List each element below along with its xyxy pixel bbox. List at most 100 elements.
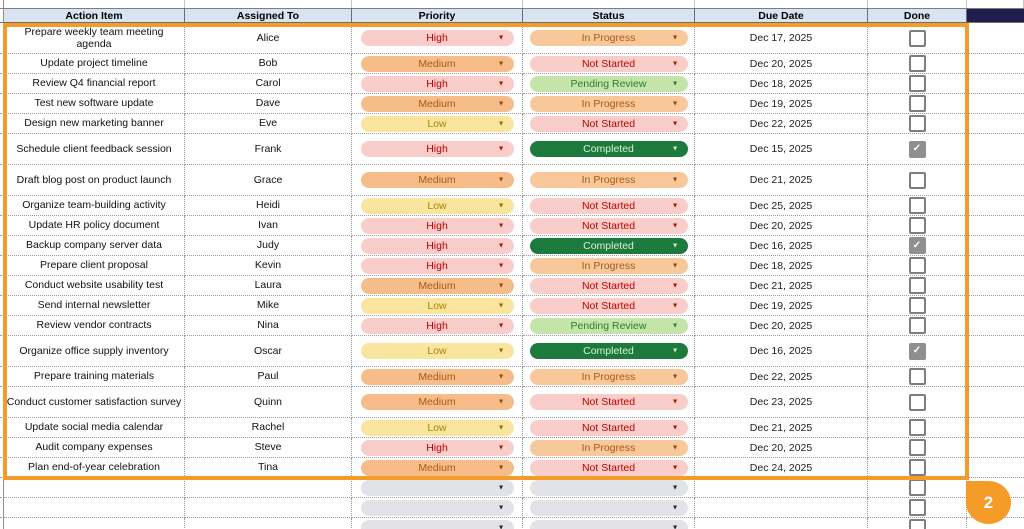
- done-checkbox[interactable]: [908, 29, 926, 47]
- outside-cell[interactable]: [967, 336, 1024, 367]
- assigned-to-cell[interactable]: Oscar: [185, 336, 352, 367]
- outside-cell[interactable]: [967, 23, 1024, 54]
- assigned-to-cell[interactable]: Nina: [185, 316, 352, 336]
- done-checkbox[interactable]: [908, 297, 926, 314]
- due-date-cell[interactable]: Dec 21, 2025: [695, 276, 868, 296]
- done-cell[interactable]: ✓: [868, 336, 967, 367]
- priority-dropdown[interactable]: Medium ▼: [360, 277, 514, 294]
- done-checkbox[interactable]: ✓: [908, 237, 926, 254]
- done-cell[interactable]: [868, 296, 967, 316]
- done-checkbox[interactable]: ✓: [908, 342, 926, 360]
- status-cell[interactable]: ▼: [523, 498, 695, 518]
- done-cell[interactable]: [868, 54, 967, 74]
- top-cell[interactable]: [523, 0, 695, 8]
- done-cell[interactable]: [868, 498, 967, 518]
- action-item-cell[interactable]: Update HR policy document: [4, 216, 185, 236]
- done-checkbox[interactable]: [908, 55, 926, 72]
- done-cell[interactable]: [868, 518, 967, 529]
- due-date-cell[interactable]: Dec 19, 2025: [695, 94, 868, 114]
- status-dropdown[interactable]: Not Started ▼: [529, 55, 688, 72]
- priority-cell[interactable]: Low ▼: [352, 336, 523, 367]
- priority-dropdown[interactable]: High ▼: [360, 30, 514, 46]
- status-cell[interactable]: Completed ▼: [523, 336, 695, 367]
- status-dropdown[interactable]: Not Started ▼: [529, 459, 688, 476]
- priority-dropdown[interactable]: Low ▼: [360, 197, 514, 214]
- step-marker-badge[interactable]: 2: [966, 481, 1011, 524]
- priority-dropdown[interactable]: ▼: [360, 519, 514, 529]
- done-cell[interactable]: [868, 316, 967, 336]
- priority-dropdown[interactable]: Low ▼: [360, 297, 514, 314]
- done-checkbox[interactable]: [908, 479, 926, 496]
- priority-dropdown[interactable]: Low ▼: [360, 343, 514, 359]
- priority-dropdown[interactable]: Medium ▼: [360, 55, 514, 72]
- priority-dropdown[interactable]: Medium ▼: [360, 394, 514, 410]
- assigned-to-cell[interactable]: Alice: [185, 23, 352, 54]
- priority-cell[interactable]: High ▼: [352, 316, 523, 336]
- priority-cell[interactable]: Low ▼: [352, 196, 523, 216]
- assigned-to-cell[interactable]: Grace: [185, 165, 352, 196]
- outside-cell[interactable]: [967, 316, 1024, 336]
- done-cell[interactable]: [868, 196, 967, 216]
- outside-cell[interactable]: [967, 165, 1024, 196]
- priority-cell[interactable]: Medium ▼: [352, 276, 523, 296]
- done-checkbox[interactable]: [908, 499, 926, 516]
- action-item-cell[interactable]: Update project timeline: [4, 54, 185, 74]
- header-action-item[interactable]: Action Item: [4, 8, 185, 23]
- done-checkbox[interactable]: [908, 368, 926, 385]
- done-checkbox[interactable]: [908, 171, 926, 189]
- outside-cell[interactable]: [967, 196, 1024, 216]
- due-date-cell[interactable]: Dec 18, 2025: [695, 256, 868, 276]
- action-item-cell[interactable]: Design new marketing banner: [4, 114, 185, 134]
- due-date-cell[interactable]: Dec 20, 2025: [695, 316, 868, 336]
- status-cell[interactable]: Not Started ▼: [523, 196, 695, 216]
- status-dropdown[interactable]: Not Started ▼: [529, 394, 688, 410]
- done-checkbox[interactable]: [908, 115, 926, 132]
- status-dropdown[interactable]: Pending Review ▼: [529, 317, 688, 334]
- done-checkbox[interactable]: [908, 75, 926, 92]
- done-checkbox[interactable]: [908, 459, 926, 476]
- priority-dropdown[interactable]: Medium ▼: [360, 459, 514, 476]
- top-cell[interactable]: [352, 0, 523, 8]
- priority-dropdown[interactable]: High ▼: [360, 317, 514, 334]
- due-date-cell[interactable]: Dec 20, 2025: [695, 438, 868, 458]
- done-checkbox[interactable]: [908, 217, 926, 234]
- priority-dropdown[interactable]: High ▼: [360, 75, 514, 92]
- priority-dropdown[interactable]: Medium ▼: [360, 172, 514, 188]
- action-item-cell[interactable]: Audit company expenses: [4, 438, 185, 458]
- priority-cell[interactable]: ▼: [352, 498, 523, 518]
- status-cell[interactable]: Not Started ▼: [523, 54, 695, 74]
- status-cell[interactable]: Not Started ▼: [523, 458, 695, 478]
- status-cell[interactable]: In Progress ▼: [523, 367, 695, 387]
- priority-cell[interactable]: Low ▼: [352, 418, 523, 438]
- assigned-to-cell[interactable]: Bob: [185, 54, 352, 74]
- outside-cell[interactable]: [967, 438, 1024, 458]
- done-cell[interactable]: [868, 23, 967, 54]
- priority-cell[interactable]: Low ▼: [352, 114, 523, 134]
- priority-dropdown[interactable]: ▼: [360, 499, 514, 516]
- priority-cell[interactable]: High ▼: [352, 74, 523, 94]
- action-item-cell[interactable]: Conduct website usability test: [4, 276, 185, 296]
- priority-dropdown[interactable]: High ▼: [360, 439, 514, 456]
- status-dropdown[interactable]: ▼: [529, 519, 688, 529]
- status-cell[interactable]: Pending Review ▼: [523, 316, 695, 336]
- action-item-cell[interactable]: Schedule client feedback session: [4, 134, 185, 165]
- status-cell[interactable]: In Progress ▼: [523, 165, 695, 196]
- assigned-to-cell[interactable]: Dave: [185, 94, 352, 114]
- done-cell[interactable]: [868, 458, 967, 478]
- outside-cell[interactable]: [967, 94, 1024, 114]
- assigned-to-cell[interactable]: [185, 498, 352, 518]
- top-cell[interactable]: [868, 0, 967, 8]
- status-cell[interactable]: Not Started ▼: [523, 387, 695, 418]
- done-checkbox[interactable]: [908, 197, 926, 214]
- due-date-cell[interactable]: Dec 22, 2025: [695, 114, 868, 134]
- action-item-cell[interactable]: Update social media calendar: [4, 418, 185, 438]
- outside-cell[interactable]: [967, 236, 1024, 256]
- priority-cell[interactable]: Low ▼: [352, 296, 523, 316]
- outside-cell[interactable]: [967, 114, 1024, 134]
- done-cell[interactable]: [868, 438, 967, 458]
- due-date-cell[interactable]: [695, 518, 868, 529]
- assigned-to-cell[interactable]: Frank: [185, 134, 352, 165]
- done-checkbox[interactable]: [908, 257, 926, 274]
- due-date-cell[interactable]: Dec 20, 2025: [695, 216, 868, 236]
- action-item-cell[interactable]: Review vendor contracts: [4, 316, 185, 336]
